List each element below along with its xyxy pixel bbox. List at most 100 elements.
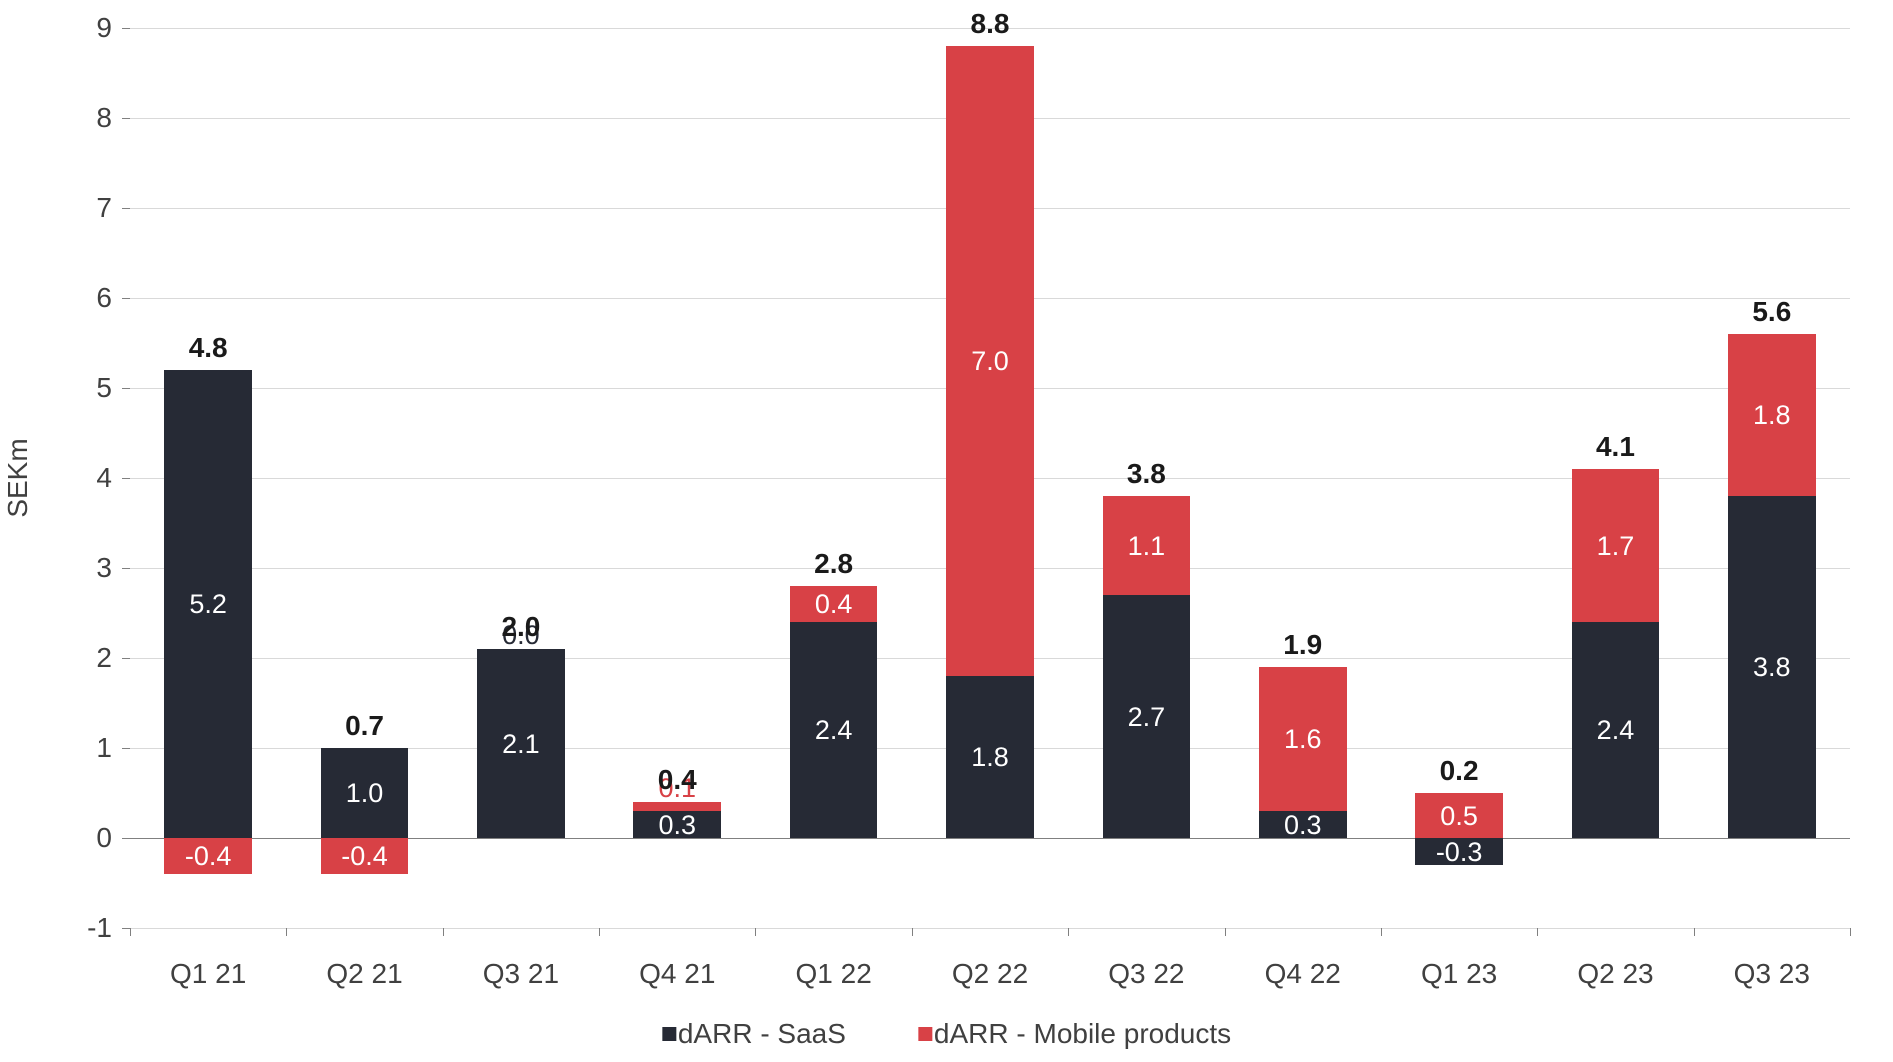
y-tick-label: 0 [32,822,112,854]
x-tick-mark [286,928,287,936]
legend: dARR - SaaS dARR - Mobile products [662,1018,1231,1050]
bar-value-label-saas: -0.3 [1436,837,1483,865]
x-tick-mark [1694,928,1695,936]
x-tick-label: Q3 22 [1108,958,1184,990]
bar-total-label: 2.8 [814,548,853,580]
bar-value-label-mobile: 0.5 [1440,801,1478,829]
bar-segment-saas: 1.8 [946,676,1034,838]
bar-value-label-saas: 2.4 [815,716,853,744]
plot-area: 5.2-0.41.0-0.42.10.00.30.12.40.41.87.02.… [130,28,1850,928]
bar-total-label: 0.2 [1440,755,1479,787]
bar-value-label-saas: 2.7 [1128,702,1166,730]
bar-total-label: 1.9 [1283,629,1322,661]
bar-value-label-saas: 1.8 [971,743,1009,771]
y-tick-label: 4 [32,462,112,494]
bar-segment-mobile: 0.1 [633,802,721,811]
bar-segment-saas: 5.2 [164,370,252,838]
y-tick-mark [122,208,130,209]
darr-stacked-bar-chart: 5.2-0.41.0-0.42.10.00.30.12.40.41.87.02.… [0,0,1893,1062]
bar-segment-saas: 1.0 [321,748,409,838]
bar-segment-saas: 0.3 [1259,811,1347,838]
y-tick-label: 2 [32,642,112,674]
bar-value-label-mobile: -0.4 [185,842,232,870]
y-tick-label: 8 [32,102,112,134]
bar-total-label: 3.8 [1127,458,1166,490]
x-tick-mark [130,928,131,936]
x-tick-mark [599,928,600,936]
y-tick-label: 1 [32,732,112,764]
y-tick-label: 6 [32,282,112,314]
bar-total-label: 8.8 [971,8,1010,40]
bar-segment-saas: 0.3 [633,811,721,838]
y-tick-label: 5 [32,372,112,404]
legend-swatch-mobile [918,1027,932,1041]
bar-total-label: 4.1 [1596,431,1635,463]
bar-segment-saas: 2.1 [477,649,565,838]
x-tick-mark [1225,928,1226,936]
bar-value-label-mobile: 1.6 [1284,725,1322,753]
x-tick-mark [1381,928,1382,936]
y-tick-mark [122,118,130,119]
bar-value-label-mobile: 1.8 [1753,401,1791,429]
y-tick-label: 7 [32,192,112,224]
legend-swatch-saas [662,1027,676,1041]
bar-value-label-mobile: 1.1 [1128,531,1166,559]
y-tick-mark [122,568,130,569]
legend-item-saas: dARR - SaaS [662,1018,846,1050]
bar-value-label-mobile: 0.4 [815,590,853,618]
bar-segment-mobile: 7.0 [946,46,1034,676]
x-tick-label: Q1 21 [170,958,246,990]
x-tick-mark [1850,928,1851,936]
y-tick-mark [122,298,130,299]
bar-value-label-saas: 5.2 [189,590,227,618]
x-tick-mark [755,928,756,936]
y-tick-label: 9 [32,12,112,44]
bar-segment-mobile: 0.4 [790,586,878,622]
bar-total-label: 5.6 [1752,296,1791,328]
legend-item-mobile: dARR - Mobile products [918,1018,1231,1050]
bar-segment-saas: 2.7 [1103,595,1191,838]
gridline [130,928,1850,929]
bar-segment-mobile: 0.5 [1415,793,1503,838]
bar-segment-mobile: 1.7 [1572,469,1660,622]
x-tick-mark [1068,928,1069,936]
y-tick-mark [122,838,130,839]
bar-value-label-mobile: -0.4 [341,842,388,870]
y-tick-mark [122,658,130,659]
x-tick-label: Q2 23 [1577,958,1653,990]
y-tick-label: 3 [32,552,112,584]
x-tick-label: Q3 21 [483,958,559,990]
legend-label-saas: dARR - SaaS [678,1018,846,1050]
x-tick-label: Q1 23 [1421,958,1497,990]
bar-value-label-saas: 2.4 [1597,716,1635,744]
y-tick-mark [122,388,130,389]
bar-segment-saas: 3.8 [1728,496,1816,838]
y-tick-mark [122,28,130,29]
bar-value-label-mobile: 7.0 [971,347,1009,375]
legend-label-mobile: dARR - Mobile products [934,1018,1231,1050]
x-tick-mark [443,928,444,936]
y-tick-label: -1 [32,912,112,944]
bar-segment-saas: 2.4 [790,622,878,838]
y-axis-label: SEKm [2,438,34,517]
x-tick-label: Q4 22 [1265,958,1341,990]
bar-total-label: 0.4 [658,764,697,796]
bar-value-label-saas: 2.1 [502,729,540,757]
bar-total-label: 4.8 [189,332,228,364]
y-tick-mark [122,478,130,479]
bar-value-label-saas: 1.0 [346,779,384,807]
bar-segment-saas: 2.4 [1572,622,1660,838]
x-tick-label: Q4 21 [639,958,715,990]
x-tick-label: Q3 23 [1734,958,1810,990]
y-tick-mark [122,928,130,929]
x-tick-label: Q2 21 [326,958,402,990]
bar-segment-mobile: 1.1 [1103,496,1191,595]
x-tick-label: Q1 22 [795,958,871,990]
bar-segment-saas: -0.3 [1415,838,1503,865]
x-tick-mark [1537,928,1538,936]
x-tick-label: Q2 22 [952,958,1028,990]
bar-total-label: 0.7 [345,710,384,742]
bar-segment-mobile: 1.8 [1728,334,1816,496]
bar-segment-mobile: -0.4 [164,838,252,874]
bar-segment-mobile: -0.4 [321,838,409,874]
